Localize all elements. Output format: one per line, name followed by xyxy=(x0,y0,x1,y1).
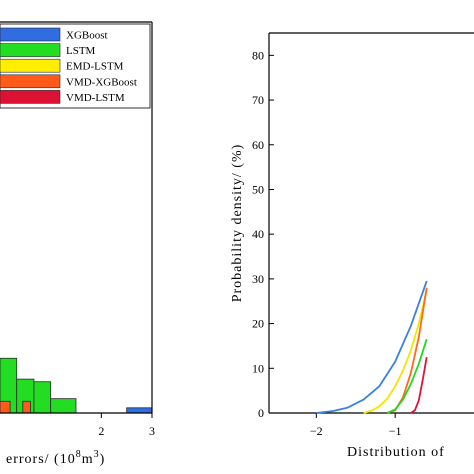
probability-density-chart: 0 10 20 30 40 50 60 70 80 −2 −1 xyxy=(252,32,474,438)
curve-vmd-lstm xyxy=(410,356,428,414)
bar-lstm-3 xyxy=(50,398,77,414)
legend-swatch-vmd-xgboost xyxy=(0,74,61,89)
bar-vmd-xgboost-1 xyxy=(22,400,31,414)
y-tick-label-right-8: 80 xyxy=(252,48,264,62)
x-axis-title-right: Distribution of xyxy=(347,445,445,460)
y-tick-label-right-7: 70 xyxy=(252,93,264,107)
y-tick-label-right-6: 60 xyxy=(252,138,264,152)
curve-emd-lstm xyxy=(363,289,428,414)
legend-swatch-emd-lstm xyxy=(0,58,61,73)
curve-xgboost xyxy=(316,280,428,414)
x-tick-label-left-0: 2 xyxy=(98,424,104,438)
legend: XGBoost LSTM EMD-LSTM VMD-XGBoost VMD-LSTM xyxy=(0,23,151,109)
legend-label-xgboost: XGBoost xyxy=(66,30,108,42)
bar-vmd-xgboost-0 xyxy=(0,400,11,414)
bar-xgboost-0 xyxy=(126,407,153,414)
y-tick-label-right-5: 50 xyxy=(252,182,264,196)
y-axis-title-right: Probability density/ (%) xyxy=(230,144,245,303)
legend-swatch-vmd-lstm xyxy=(0,90,61,104)
legend-label-vmd-xgboost: VMD-XGBoost xyxy=(66,76,137,88)
x-axis-title-left: errors/ (108m3) xyxy=(6,449,105,467)
y-tick-label-right-2: 20 xyxy=(252,317,264,331)
y-tick-label-right-0: 0 xyxy=(258,406,264,420)
x-axis-title-left-part-4: ) xyxy=(100,452,106,467)
curve-lstm xyxy=(386,338,428,414)
legend-label-lstm: LSTM xyxy=(66,45,96,57)
legend-label-emd-lstm: EMD-LSTM xyxy=(66,61,124,73)
x-tick-label-right-1: −1 xyxy=(389,424,402,438)
y-tick-label-right-3: 30 xyxy=(252,272,264,286)
legend-swatch-xgboost xyxy=(0,27,61,42)
x-axis-title-left-part-2: m xyxy=(82,452,94,467)
bar-lstm-2 xyxy=(33,381,52,414)
x-axis-title-left-part-1: 8 xyxy=(76,449,82,460)
y-tick-label-right-1: 10 xyxy=(252,361,264,375)
x-tick-label-right-0: −2 xyxy=(310,424,323,438)
x-axis-title-left-part-0: errors/ (10 xyxy=(6,452,76,467)
y-tick-label-right-4: 40 xyxy=(252,227,264,241)
legend-swatch-lstm xyxy=(0,43,61,57)
x-axis-title-left-part-3: 3 xyxy=(94,449,100,460)
legend-label-vmd-lstm: VMD-LSTM xyxy=(66,92,125,104)
x-tick-label-left-1: 3 xyxy=(149,424,155,438)
